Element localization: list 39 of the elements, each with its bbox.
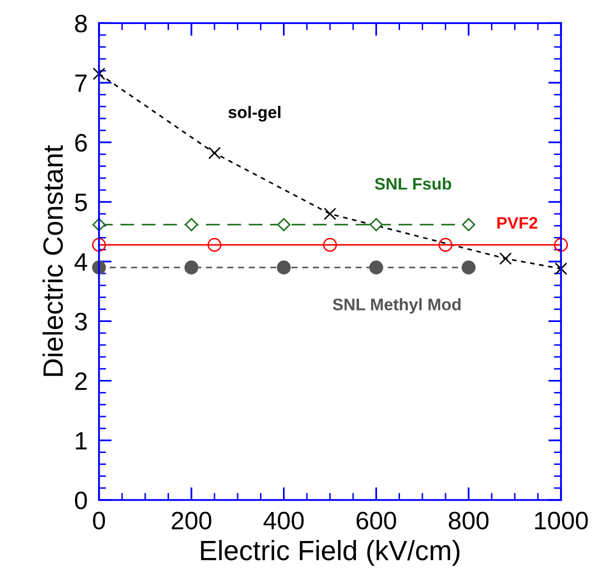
y-tick-label: 7 — [75, 74, 87, 92]
x-tick-label: 200 — [172, 512, 212, 530]
point — [277, 218, 290, 232]
x-axis-title: Electric Field (kV/cm) — [201, 540, 460, 566]
series-label: PVF2 — [497, 217, 538, 229]
point — [92, 68, 106, 80]
x-tick-label: 600 — [356, 512, 396, 530]
point — [184, 260, 198, 274]
point — [324, 208, 336, 220]
y-tick-label: 8 — [75, 14, 87, 32]
x-tick-label: 0 — [93, 512, 105, 530]
y-axis-title: Dielectric Constant — [42, 145, 63, 376]
series-label: sol-gel — [228, 106, 280, 122]
point — [499, 252, 512, 265]
point — [462, 218, 476, 232]
series-label: SNL Fsub — [374, 177, 452, 190]
point — [438, 238, 452, 252]
x-tick-label: 1000 — [535, 512, 588, 530]
point — [184, 218, 198, 232]
point — [208, 238, 222, 252]
x-tick-label: 800 — [448, 512, 488, 530]
point — [370, 218, 383, 232]
y-tick-label: 0 — [74, 492, 87, 510]
point — [462, 260, 476, 274]
point — [276, 260, 291, 274]
series-label: SNL Methyl Mod — [332, 298, 461, 314]
point — [554, 238, 568, 252]
point — [369, 260, 384, 274]
y-tick-label: 1 — [76, 432, 87, 450]
point — [323, 238, 337, 252]
x-tick-label: 400 — [264, 512, 304, 530]
point — [92, 238, 106, 252]
point — [554, 262, 568, 275]
y-tick-label: 5 — [74, 194, 87, 212]
y-tick-label: 3 — [74, 312, 87, 330]
point — [208, 146, 221, 160]
y-tick-label: 4 — [74, 253, 88, 271]
y-tick-label: 6 — [75, 134, 87, 152]
y-tick-label: 2 — [75, 372, 87, 390]
